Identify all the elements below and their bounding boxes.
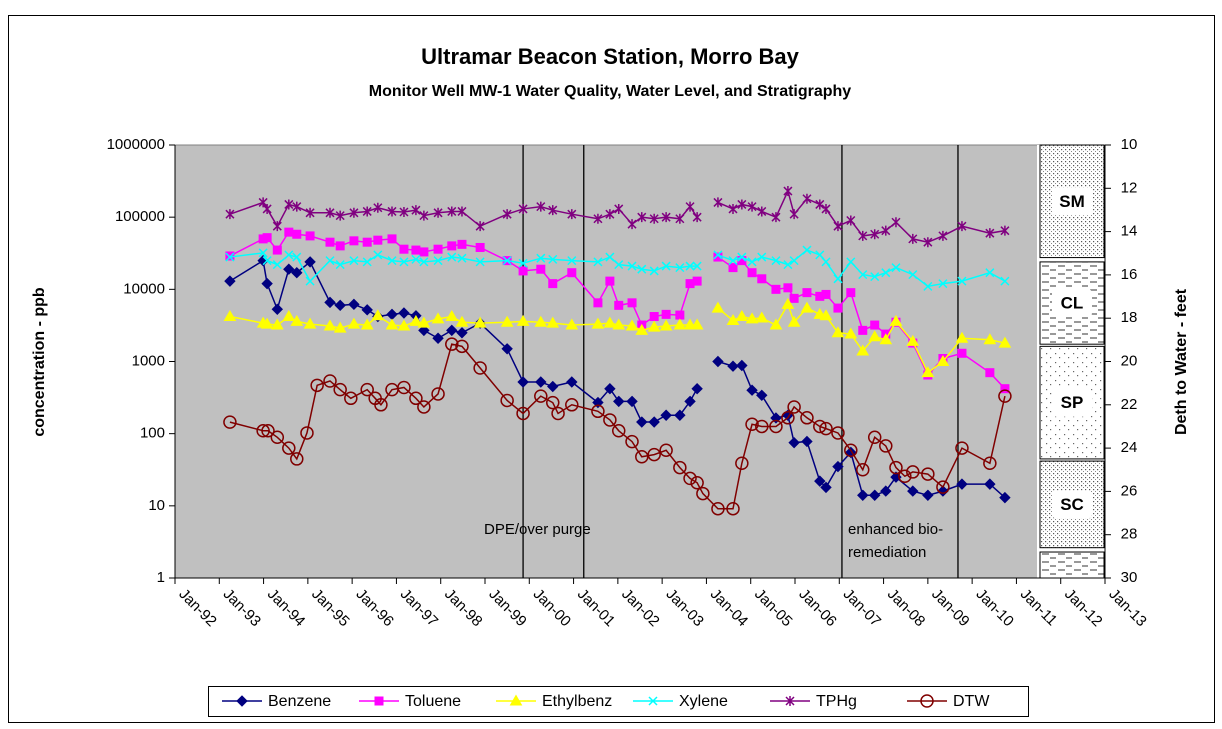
y-tick-label: 1 [157, 569, 165, 586]
y2-axis-title: Deth to Water - feet [1173, 288, 1190, 435]
y2-tick-label: 26 [1121, 482, 1138, 499]
y2-tick-label: 28 [1121, 526, 1138, 543]
page: {"chart_data": {"type": "line", "title":… [0, 0, 1222, 729]
stratum-label: SP [1061, 393, 1084, 412]
marker [650, 313, 658, 321]
y-axis-title: concentration - ppb [31, 287, 48, 437]
marker [519, 267, 527, 275]
legend-marker [375, 697, 383, 705]
stratum-label: CL [1061, 294, 1084, 313]
marker [594, 299, 602, 307]
marker [822, 290, 830, 298]
chart: Ultramar Beacon Station, Morro Bay Monit… [0, 0, 1222, 724]
marker [758, 275, 766, 283]
y2-tick-label: 20 [1121, 352, 1138, 369]
annotation: enhanced bio- [848, 521, 943, 538]
marker [676, 311, 684, 319]
marker [537, 265, 545, 273]
marker [293, 230, 301, 238]
legend-label: Benzene [268, 693, 331, 710]
marker [748, 269, 756, 277]
legend [209, 687, 1029, 717]
y2-tick-label: 30 [1121, 569, 1138, 586]
marker [958, 349, 966, 357]
y2-tick-label: 12 [1121, 179, 1138, 196]
marker [350, 237, 358, 245]
marker [784, 284, 792, 292]
marker [400, 245, 408, 253]
marker [693, 277, 701, 285]
plot-area [175, 145, 1105, 578]
marker [834, 304, 842, 312]
marker [476, 243, 484, 251]
marker [336, 242, 344, 250]
marker [374, 236, 382, 244]
y-tick-label: 1000 [132, 352, 165, 369]
legend-label: TPHg [816, 693, 857, 710]
marker [448, 242, 456, 250]
legend-label: DTW [953, 693, 990, 710]
y-tick-label: 1000000 [107, 136, 165, 153]
marker [662, 310, 670, 318]
marker [628, 299, 636, 307]
marker [729, 264, 737, 272]
marker [772, 285, 780, 293]
legend-label: Toluene [405, 693, 461, 710]
y2-tick-label: 14 [1121, 223, 1138, 240]
marker [859, 326, 867, 334]
marker [388, 235, 396, 243]
marker [606, 277, 614, 285]
marker [420, 248, 428, 256]
marker [434, 245, 442, 253]
marker [412, 246, 420, 254]
stratum [1040, 552, 1104, 578]
y-tick-label: 100000 [115, 208, 165, 225]
marker [326, 238, 334, 246]
marker [363, 238, 371, 246]
legend-label: Ethylbenz [542, 693, 612, 710]
y-tick-label: 10000 [123, 280, 165, 297]
marker [263, 234, 271, 242]
y-tick-label: 100 [140, 425, 165, 442]
marker [568, 269, 576, 277]
marker [790, 294, 798, 302]
marker [549, 280, 557, 288]
chart-title: Ultramar Beacon Station, Morro Bay [421, 44, 800, 69]
marker [458, 240, 466, 248]
annotation: DPE/over purge [484, 521, 591, 538]
y2-tick-label: 16 [1121, 266, 1138, 283]
marker [847, 289, 855, 297]
legend-label: Xylene [679, 693, 728, 710]
marker [986, 369, 994, 377]
marker [273, 246, 281, 254]
stratum-label: SM [1059, 192, 1085, 211]
y2-tick-label: 24 [1121, 439, 1138, 456]
y2-tick-label: 18 [1121, 309, 1138, 326]
chart-subtitle: Monitor Well MW-1 Water Quality, Water L… [369, 83, 852, 100]
marker [871, 321, 879, 329]
y-tick-label: 10 [148, 497, 165, 514]
stratum-label: SC [1060, 495, 1084, 514]
marker [285, 228, 293, 236]
marker [306, 232, 314, 240]
y2-tick-label: 10 [1121, 136, 1138, 153]
marker [803, 289, 811, 297]
y2-tick-label: 22 [1121, 396, 1138, 413]
marker [615, 301, 623, 309]
annotation: remediation [848, 544, 926, 561]
